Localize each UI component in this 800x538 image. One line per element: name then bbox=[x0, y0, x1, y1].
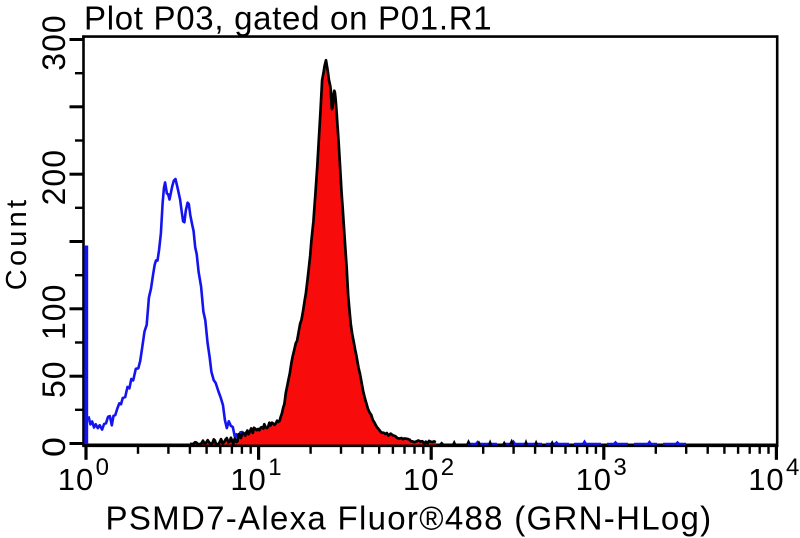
svg-text:0: 0 bbox=[36, 436, 72, 457]
svg-text:50: 50 bbox=[36, 360, 72, 398]
svg-text:101: 101 bbox=[230, 454, 282, 497]
svg-text:103: 103 bbox=[576, 454, 628, 497]
svg-text:300: 300 bbox=[36, 14, 72, 70]
svg-text:Count: Count bbox=[1, 197, 33, 290]
svg-text:200: 200 bbox=[36, 149, 72, 205]
svg-text:100: 100 bbox=[36, 284, 72, 340]
svg-text:Plot P03, gated on P01.R1: Plot P03, gated on P01.R1 bbox=[84, 0, 492, 37]
svg-text:PSMD7-Alexa Fluor®488 (GRN-HLo: PSMD7-Alexa Fluor®488 (GRN-HLog) bbox=[106, 500, 713, 537]
